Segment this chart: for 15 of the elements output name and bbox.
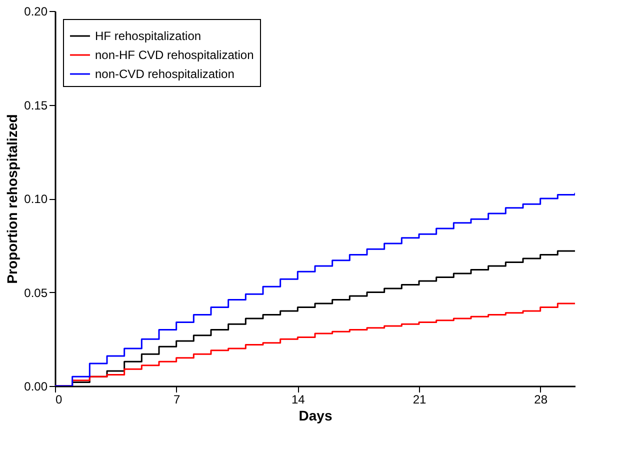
y-tick-label: 0.20 [24,4,48,18]
y-tick-label: 0.05 [24,286,48,300]
x-tick-label: 14 [291,392,306,406]
y-axis-title: Proportion rehospitalized [4,114,20,284]
x-tick-label: 0 [56,392,62,406]
legend-label: non-CVD rehospitalization [95,67,234,81]
legend-label: HF rehospitalization [95,29,202,43]
x-tick-label: 28 [534,392,548,406]
x-tick-label: 7 [173,392,180,406]
y-tick-label: 0.15 [24,98,48,112]
y-tick-label: 0.00 [24,380,48,394]
legend-label: non-HF CVD rehospitalization [95,48,254,62]
x-tick-label: 21 [412,392,426,406]
y-tick-label: 0.10 [24,192,48,206]
x-axis-title: Days [298,408,332,424]
